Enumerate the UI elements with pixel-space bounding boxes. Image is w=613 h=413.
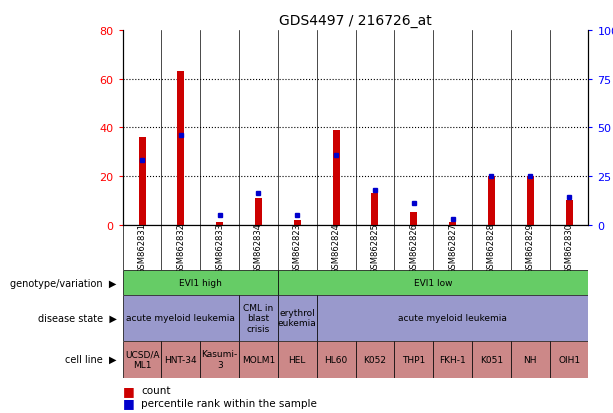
Text: GSM862829: GSM862829 xyxy=(526,223,535,273)
Bar xyxy=(177,72,185,225)
Text: K052: K052 xyxy=(364,355,386,364)
Bar xyxy=(527,177,534,225)
Text: MOLM1: MOLM1 xyxy=(242,355,275,364)
Text: ■: ■ xyxy=(123,396,134,409)
Text: K051: K051 xyxy=(480,355,503,364)
Bar xyxy=(278,341,317,378)
Text: acute myeloid leukemia: acute myeloid leukemia xyxy=(398,313,507,323)
Text: ■: ■ xyxy=(123,384,134,397)
Bar xyxy=(394,341,433,378)
Text: GSM862834: GSM862834 xyxy=(254,222,263,273)
Bar xyxy=(333,131,340,225)
Text: EVI1 low: EVI1 low xyxy=(414,278,452,287)
Bar xyxy=(371,194,378,225)
Bar xyxy=(123,295,239,341)
Text: GSM862832: GSM862832 xyxy=(177,222,185,273)
Bar xyxy=(488,177,495,225)
Bar xyxy=(239,295,278,341)
Text: cell line  ▶: cell line ▶ xyxy=(65,354,116,364)
Bar xyxy=(550,341,588,378)
Text: GSM862827: GSM862827 xyxy=(448,222,457,273)
Bar xyxy=(294,220,301,225)
Text: HL60: HL60 xyxy=(324,355,348,364)
Bar xyxy=(216,223,223,225)
Bar xyxy=(317,295,588,341)
Bar xyxy=(449,223,456,225)
Text: FKH-1: FKH-1 xyxy=(440,355,466,364)
Bar xyxy=(200,341,239,378)
Bar xyxy=(410,213,417,225)
Text: GSM862831: GSM862831 xyxy=(137,222,147,273)
Text: count: count xyxy=(141,385,170,395)
Bar xyxy=(161,341,200,378)
Text: THP1: THP1 xyxy=(402,355,425,364)
Bar xyxy=(566,201,573,225)
Bar xyxy=(433,341,472,378)
Text: NH: NH xyxy=(524,355,537,364)
Bar xyxy=(317,341,356,378)
Bar xyxy=(278,295,317,341)
Text: GSM862828: GSM862828 xyxy=(487,222,496,273)
Text: OIH1: OIH1 xyxy=(558,355,580,364)
Text: GSM862824: GSM862824 xyxy=(332,223,341,273)
Text: disease state  ▶: disease state ▶ xyxy=(37,313,116,323)
Text: GSM862833: GSM862833 xyxy=(215,222,224,273)
Text: HNT-34: HNT-34 xyxy=(164,355,197,364)
Bar xyxy=(123,271,278,295)
Text: erythrol
eukemia: erythrol eukemia xyxy=(278,309,317,328)
Text: GSM862823: GSM862823 xyxy=(293,222,302,273)
Bar xyxy=(239,341,278,378)
Text: UCSD/A
ML1: UCSD/A ML1 xyxy=(125,350,159,369)
Bar xyxy=(139,138,145,225)
Text: CML in
blast
crisis: CML in blast crisis xyxy=(243,303,273,333)
Bar xyxy=(472,341,511,378)
Text: GDS4497 / 216726_at: GDS4497 / 216726_at xyxy=(279,14,432,28)
Text: Kasumi-
3: Kasumi- 3 xyxy=(202,350,238,369)
Text: GSM862826: GSM862826 xyxy=(409,222,418,273)
Bar xyxy=(511,341,550,378)
Text: GSM862830: GSM862830 xyxy=(565,222,574,273)
Bar xyxy=(278,271,588,295)
Bar xyxy=(123,341,161,378)
Text: EVI1 high: EVI1 high xyxy=(179,278,222,287)
Text: GSM862825: GSM862825 xyxy=(370,223,379,273)
Bar xyxy=(255,198,262,225)
Text: acute myeloid leukemia: acute myeloid leukemia xyxy=(126,313,235,323)
Text: percentile rank within the sample: percentile rank within the sample xyxy=(141,398,317,408)
Text: genotype/variation  ▶: genotype/variation ▶ xyxy=(10,278,116,288)
Text: HEL: HEL xyxy=(289,355,306,364)
Bar xyxy=(356,341,394,378)
